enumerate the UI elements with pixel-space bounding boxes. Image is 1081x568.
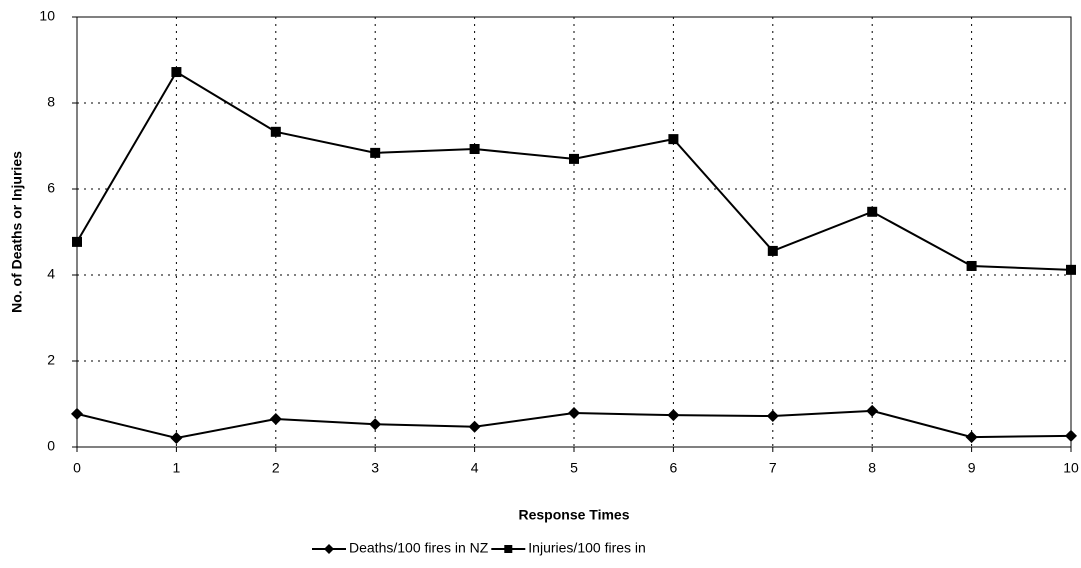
marker bbox=[72, 236, 82, 247]
marker bbox=[324, 544, 334, 554]
marker bbox=[171, 67, 182, 78]
x-tick-label: 1 bbox=[173, 460, 181, 476]
marker bbox=[504, 545, 513, 553]
marker bbox=[369, 418, 382, 431]
marker bbox=[1066, 264, 1076, 275]
marker bbox=[469, 144, 480, 155]
x-tick-label: 3 bbox=[371, 460, 379, 476]
marker bbox=[270, 126, 281, 137]
y-tick-label: 10 bbox=[39, 8, 55, 24]
marker bbox=[170, 431, 183, 444]
marker bbox=[1065, 429, 1077, 442]
x-tick-label: 8 bbox=[868, 460, 876, 476]
marker bbox=[965, 431, 978, 444]
x-tick-label: 10 bbox=[1063, 460, 1079, 476]
marker bbox=[71, 407, 83, 420]
marker bbox=[569, 153, 579, 164]
x-tick-label: 9 bbox=[968, 460, 976, 476]
y-tick-label: 4 bbox=[47, 266, 55, 282]
x-tick-label: 6 bbox=[670, 460, 678, 476]
marker bbox=[568, 407, 580, 420]
legend-label: Deaths/100 fires in NZ bbox=[349, 540, 489, 556]
y-axis-label: No. of Deaths or Injuries bbox=[9, 151, 25, 313]
y-tick-label: 2 bbox=[47, 352, 55, 368]
y-tick-label: 6 bbox=[47, 180, 55, 196]
marker bbox=[667, 409, 680, 422]
marker bbox=[269, 413, 282, 426]
marker bbox=[767, 245, 778, 256]
x-tick-label: 7 bbox=[769, 460, 777, 476]
x-tick-label: 2 bbox=[272, 460, 280, 476]
marker bbox=[766, 410, 779, 423]
y-tick-label: 0 bbox=[47, 438, 55, 454]
marker bbox=[370, 147, 381, 158]
x-tick-label: 4 bbox=[471, 460, 479, 476]
y-tick-label: 8 bbox=[47, 94, 55, 110]
marker bbox=[867, 206, 878, 217]
marker bbox=[866, 404, 879, 417]
x-axis-label: Response Times bbox=[518, 507, 629, 523]
marker bbox=[468, 420, 481, 433]
marker bbox=[668, 134, 679, 145]
marker bbox=[966, 260, 977, 271]
legend-label: Injuries/100 fires in bbox=[528, 540, 646, 556]
x-tick-label: 5 bbox=[570, 460, 578, 476]
x-tick-label: 0 bbox=[73, 460, 81, 476]
